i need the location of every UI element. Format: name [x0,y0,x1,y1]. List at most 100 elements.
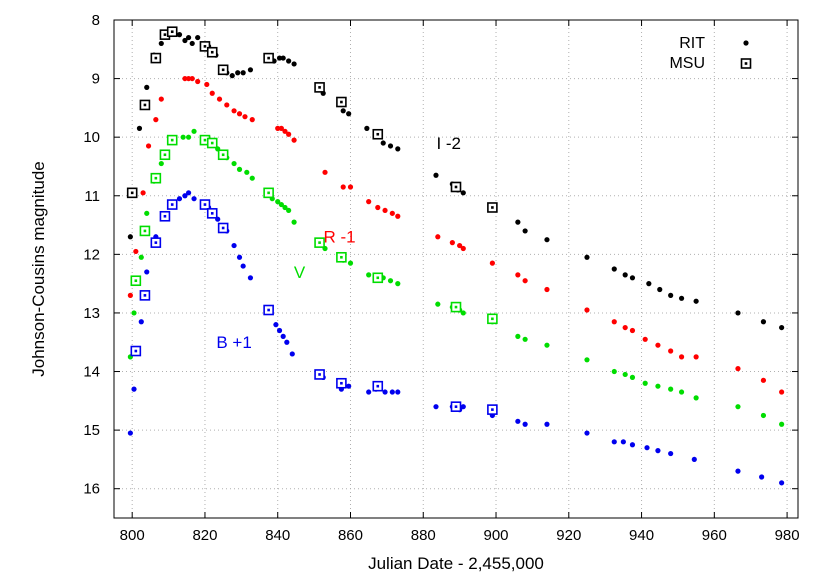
rit-point-b [236,254,243,260]
msu-point-v [314,237,325,248]
rit-point-r [366,199,372,205]
rit-point-b [231,242,237,249]
rit-point-v [236,166,243,172]
rit-point-i [668,292,674,298]
rit-point-r [153,117,159,123]
y-tick-label: 9 [92,71,100,88]
rit-point-i [240,70,246,76]
rit-point-i [380,140,386,146]
rit-point-b [191,196,197,202]
rit-point-b [144,269,150,275]
plot-frame [113,19,799,519]
rit-point-b [280,333,286,339]
msu-point-b [487,404,498,415]
rit-point-v [668,386,674,392]
rit-point-i [460,190,466,196]
rit-point-i [622,272,628,278]
rit-point-v [435,301,441,307]
rit-point-v [275,199,281,205]
msu-point-i [217,64,229,76]
x-tick-label: 820 [192,527,217,544]
legend: RIT MSU [669,35,752,72]
y-axis-title: Johnson-Cousins magnitude [29,161,48,376]
rit-point-b [247,275,254,281]
y-tick-label: 10 [83,129,100,146]
legend-label-msu: MSU [669,55,705,72]
rit-point-i [182,37,188,44]
rit-point-r [655,342,661,348]
rit-point-b [182,193,188,199]
rit-point-i [229,73,235,79]
rit-point-i [693,298,699,304]
rit-point-r [145,143,152,149]
msu-point-v [206,137,218,149]
rit-point-i [280,55,286,61]
rit-point-i [735,310,741,316]
rit-point-b [611,439,617,445]
x-tick-label: 800 [120,527,145,544]
rit-point-i [340,108,346,114]
rit-point-i [544,237,550,243]
legend-marker-msu-square [740,58,752,69]
msu-point-b [130,345,142,357]
rit-point-r [236,111,243,117]
rit-point-r [224,102,230,108]
y-tick-label: 16 [83,481,100,498]
msu-point-i [336,96,347,108]
msu-point-v [139,225,151,237]
rit-point-v [291,219,297,225]
rit-point-i [176,32,183,38]
rit-point-r [291,137,297,143]
rit-point-v [158,160,164,167]
rit-point-r [622,324,628,331]
rit-point-b [185,190,192,196]
rit-point-i [235,70,241,76]
rit-point-r [140,190,146,196]
rit-point-r [735,366,741,372]
rit-point-b [284,339,290,345]
msu-point-b [150,237,162,248]
rit-point-i [515,219,521,225]
band-label: I -2 [436,134,461,153]
msu-point-i [314,82,325,93]
x-tick-label: 840 [265,527,290,544]
rit-point-v [779,421,785,427]
rit-point-r [544,286,550,293]
rit-point-i [629,275,636,281]
rit-point-v [282,204,288,211]
rit-point-r [449,240,455,246]
rit-point-b [515,418,521,424]
rit-point-i [346,111,352,117]
rit-point-i [678,295,685,301]
rit-point-r [668,348,674,354]
rit-point-r [340,184,346,190]
rit-point-r [779,389,785,395]
rit-point-r [435,234,441,240]
rit-point-b [584,430,590,436]
rit-point-i [646,281,652,287]
rit-point-b [691,456,697,463]
rit-point-i [276,55,283,61]
x-axis-title: Julian Date - 2,455,000 [368,554,544,573]
rit-point-i [657,286,663,293]
rit-point-i [395,146,401,152]
rit-point-b [289,351,295,357]
rit-point-b [460,404,466,410]
rit-point-v [611,368,617,375]
msu-point-b [336,377,347,389]
x-tick-label: 960 [702,527,727,544]
rit-point-v [244,169,250,175]
rit-point-b [127,430,133,436]
rit-point-v [544,342,550,348]
rit-point-r [182,75,188,82]
legend-marker-rit-dot [743,40,749,46]
rit-point-i [522,228,528,234]
msu-point-v [217,149,229,161]
msu-point-v [150,172,162,184]
rit-point-b [240,263,246,269]
rit-point-b [620,439,626,445]
rit-point-i [779,324,785,331]
rit-point-v [144,210,150,216]
rit-point-r [242,114,248,120]
rit-point-r [204,81,210,88]
